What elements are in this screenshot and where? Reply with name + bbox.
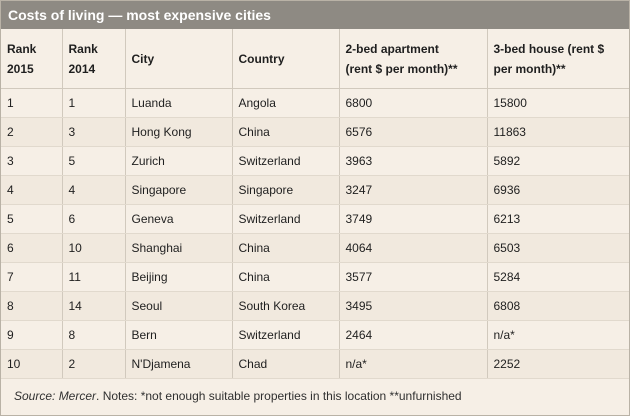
cell-country: Switzerland — [231, 146, 339, 176]
table-row: 8 14 Seoul South Korea 3495 6808 — [1, 291, 629, 321]
cell-house-rent: 2252 — [486, 349, 629, 379]
table-title: Costs of living — most expensive cities — [1, 1, 629, 29]
cell-rank-2015: 3 — [1, 146, 62, 176]
header-row: Rank 2015 Rank 2014 City Country 2-bed a… — [1, 29, 629, 89]
cell-rank-2015: 8 — [1, 291, 62, 321]
cell-city: Seoul — [124, 291, 232, 321]
cell-house-rent: 11863 — [486, 117, 629, 147]
cell-apartment-rent: 6576 — [338, 117, 487, 147]
cell-rank-2014: 3 — [61, 117, 125, 147]
cell-apartment-rent: 6800 — [338, 88, 487, 118]
cell-city: Zurich — [124, 146, 232, 176]
cell-rank-2014: 2 — [61, 349, 125, 379]
header-house-label: 3-bed house (rent $ per month)** — [493, 41, 605, 76]
cell-country: South Korea — [231, 291, 339, 321]
table-body: 1 1 Luanda Angola 6800 15800 2 3 Hong Ko… — [1, 88, 629, 379]
cell-apartment-rent: 3577 — [338, 262, 487, 292]
table-row: 6 10 Shanghai China 4064 6503 — [1, 233, 629, 263]
cell-rank-2015: 10 — [1, 349, 62, 379]
cell-rank-2015: 1 — [1, 88, 62, 118]
cell-apartment-rent: 3247 — [338, 175, 487, 205]
header-country-label: Country — [238, 51, 285, 66]
table-row: 2 3 Hong Kong China 6576 11863 — [1, 117, 629, 147]
table-row: 4 4 Singapore Singapore 3247 6936 — [1, 175, 629, 205]
cell-house-rent: 6936 — [486, 175, 629, 205]
cell-country: China — [231, 233, 339, 263]
cell-country: Singapore — [231, 175, 339, 205]
header-rank-2015: Rank 2015 — [1, 29, 62, 89]
cell-rank-2014: 1 — [61, 88, 125, 118]
table-row: 5 6 Geneva Switzerland 3749 6213 — [1, 204, 629, 234]
cell-city: Luanda — [124, 88, 232, 118]
table-row: 10 2 N'Djamena Chad n/a* 2252 — [1, 349, 629, 379]
table-row: 1 1 Luanda Angola 6800 15800 — [1, 88, 629, 118]
cell-rank-2015: 7 — [1, 262, 62, 292]
cities-table: Rank 2015 Rank 2014 City Country 2-bed a… — [1, 29, 629, 379]
cell-apartment-rent: 3749 — [338, 204, 487, 234]
cell-house-rent: 6503 — [486, 233, 629, 263]
cell-house-rent: 15800 — [486, 88, 629, 118]
header-country: Country — [231, 29, 339, 89]
cell-rank-2015: 2 — [1, 117, 62, 147]
header-city-label: City — [131, 51, 155, 66]
cell-country: Angola — [231, 88, 339, 118]
cell-country: Switzerland — [231, 204, 339, 234]
cell-apartment-rent: n/a* — [338, 349, 487, 379]
cell-rank-2015: 9 — [1, 320, 62, 350]
cell-house-rent: 6213 — [486, 204, 629, 234]
notes-text: . Notes: *not enough suitable properties… — [96, 389, 462, 403]
cell-apartment-rent: 3495 — [338, 291, 487, 321]
cell-rank-2014: 5 — [61, 146, 125, 176]
cell-apartment-rent: 4064 — [338, 233, 487, 263]
cell-city: N'Djamena — [124, 349, 232, 379]
cell-house-rent: 5892 — [486, 146, 629, 176]
cell-rank-2014: 14 — [61, 291, 125, 321]
cell-city: Geneva — [124, 204, 232, 234]
cell-house-rent: n/a* — [486, 320, 629, 350]
cell-city: Singapore — [124, 175, 232, 205]
cell-rank-2015: 5 — [1, 204, 62, 234]
cell-country: China — [231, 117, 339, 147]
cell-rank-2014: 10 — [61, 233, 125, 263]
header-rank-2015-label: Rank 2015 — [7, 41, 37, 76]
cell-rank-2014: 8 — [61, 320, 125, 350]
cell-apartment-rent: 3963 — [338, 146, 487, 176]
cell-country: China — [231, 262, 339, 292]
header-rank-2014-label: Rank 2014 — [68, 41, 98, 76]
table-row: 3 5 Zurich Switzerland 3963 5892 — [1, 146, 629, 176]
table-row: 9 8 Bern Switzerland 2464 n/a* — [1, 320, 629, 350]
cell-country: Switzerland — [231, 320, 339, 350]
cell-rank-2014: 4 — [61, 175, 125, 205]
cell-rank-2015: 6 — [1, 233, 62, 263]
header-apartment: 2-bed apartment (rent $ per month)** — [338, 29, 487, 89]
cell-city: Bern — [124, 320, 232, 350]
header-house: 3-bed house (rent $ per month)** — [486, 29, 629, 89]
cell-city: Hong Kong — [124, 117, 232, 147]
cell-city: Beijing — [124, 262, 232, 292]
cell-house-rent: 6808 — [486, 291, 629, 321]
cell-rank-2014: 6 — [61, 204, 125, 234]
table-notes: Source: Mercer. Notes: *not enough suita… — [1, 385, 629, 415]
cell-rank-2015: 4 — [1, 175, 62, 205]
source-label: Source: Mercer — [14, 389, 97, 403]
header-rank-2014: Rank 2014 — [61, 29, 125, 89]
cell-house-rent: 5284 — [486, 262, 629, 292]
table-row: 7 11 Beijing China 3577 5284 — [1, 262, 629, 292]
cell-country: Chad — [231, 349, 339, 379]
cell-apartment-rent: 2464 — [338, 320, 487, 350]
cell-city: Shanghai — [124, 233, 232, 263]
header-city: City — [124, 29, 232, 89]
cell-rank-2014: 11 — [61, 262, 125, 292]
header-apartment-label: 2-bed apartment (rent $ per month)** — [345, 41, 458, 76]
